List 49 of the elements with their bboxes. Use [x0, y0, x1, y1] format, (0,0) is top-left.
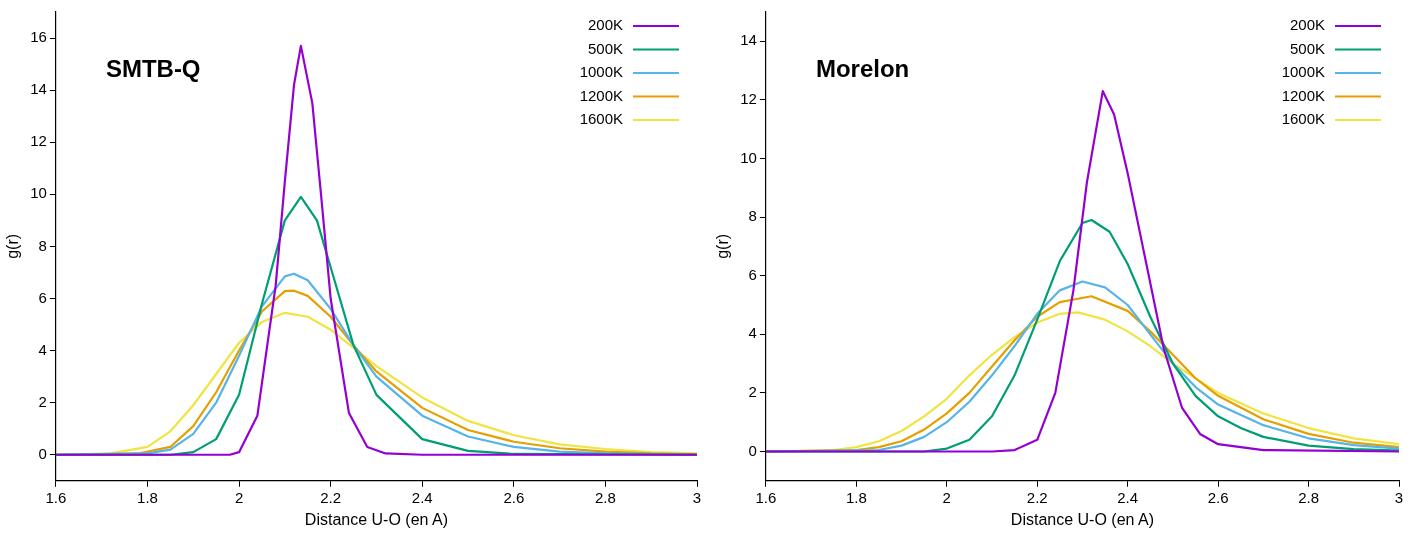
- x-tick-label: 3: [692, 488, 702, 506]
- x-tick-label: 2: [234, 488, 244, 506]
- x-tick-label: 2.8: [594, 488, 616, 506]
- y-tick-label: 12: [30, 132, 47, 150]
- y-axis-title: g(r): [714, 233, 732, 259]
- legend-label: 500K: [1289, 39, 1325, 57]
- legend-label: 1000K: [1281, 63, 1325, 81]
- legend-label: 1600K: [1281, 110, 1325, 128]
- legend-label: 1000K: [579, 63, 623, 81]
- legend-label: 1200K: [579, 86, 623, 104]
- y-tick-label: 14: [740, 31, 757, 49]
- legend-label: 200K: [1289, 16, 1325, 34]
- y-tick-label: 8: [748, 207, 757, 225]
- y-tick-label: 2: [748, 383, 757, 401]
- y-tick-label: 2: [38, 392, 47, 410]
- x-tick-label: 2.8: [1298, 488, 1319, 506]
- x-tick-label: 2.2: [1026, 488, 1048, 506]
- x-tick-label: 2.4: [411, 488, 433, 506]
- x-tick-label: 1.8: [137, 488, 158, 506]
- legend-label: 500K: [587, 39, 623, 57]
- y-tick-label: 0: [748, 441, 757, 459]
- x-tick-label: 1.6: [45, 488, 67, 506]
- x-tick-label: 2.6: [503, 488, 525, 506]
- x-axis-title: Distance U-O (en A): [1010, 510, 1155, 528]
- legend-label: 1200K: [1281, 86, 1325, 104]
- x-tick-label: 1.8: [845, 488, 867, 506]
- x-tick-label: 3: [1394, 488, 1404, 506]
- y-tick-label: 0: [38, 444, 47, 462]
- x-tick-label: 2.4: [1117, 488, 1139, 506]
- text: Morelon: [815, 54, 910, 82]
- y-tick-label: 14: [30, 80, 47, 98]
- y-tick-label: 10: [30, 184, 47, 202]
- x-tick-label: 2.2: [320, 488, 342, 506]
- y-tick-label: 6: [748, 265, 757, 283]
- y-axis-title: g(r): [4, 233, 22, 259]
- legend-label: 200K: [587, 16, 623, 34]
- text: SMTB-Q: [105, 54, 201, 82]
- y-tick-label: 6: [38, 288, 47, 306]
- x-tick-label: 1.6: [755, 488, 777, 506]
- x-tick-label: 2: [942, 488, 951, 506]
- y-tick-label: 8: [38, 236, 47, 254]
- y-tick-label: 4: [38, 340, 47, 358]
- legend-label: 1600K: [579, 110, 623, 128]
- y-tick-label: 16: [30, 28, 47, 46]
- x-axis-title: Distance U-O (en A): [304, 510, 449, 528]
- y-tick-label: 10: [740, 148, 757, 166]
- y-tick-label: 12: [740, 90, 757, 108]
- y-tick-label: 4: [748, 324, 757, 342]
- x-tick-label: 2.6: [1207, 488, 1229, 506]
